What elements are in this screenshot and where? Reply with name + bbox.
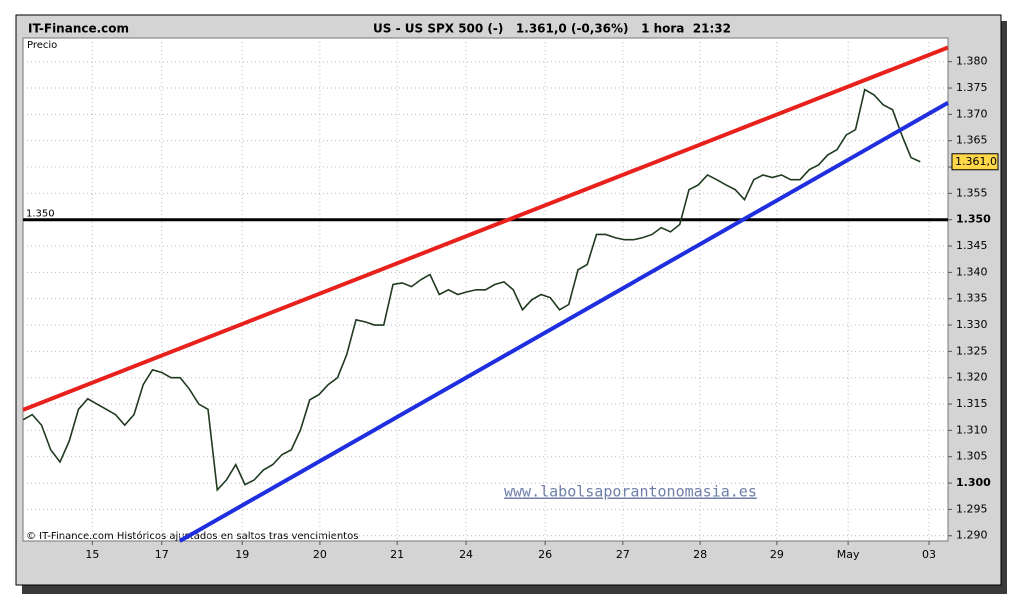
trendline — [22, 45, 949, 412]
y-tick-label: 1.370 — [956, 107, 988, 120]
y-tick-label: 1.375 — [956, 81, 988, 94]
x-tick-label: 19 — [235, 548, 249, 561]
watermark: www.labolsaporantonomasia.es — [504, 483, 757, 501]
y-tick-label: 1.310 — [956, 423, 988, 436]
y-tick-label: 1.340 — [956, 265, 988, 278]
x-tick-label: 17 — [155, 548, 169, 561]
y-tick-label: 1.305 — [956, 450, 988, 463]
x-tick-label: 24 — [459, 548, 473, 561]
y-tick-label: 1.345 — [956, 239, 988, 252]
price-line — [22, 88, 921, 492]
x-tick-label: 27 — [616, 548, 630, 561]
y-tick-label: 1.380 — [956, 55, 988, 68]
y-tick-label: 1.350 — [956, 213, 991, 226]
y-tick-label: 1.330 — [956, 318, 988, 331]
x-tick-label: 15 — [85, 548, 99, 561]
x-tick-label: 29 — [770, 548, 784, 561]
y-tick-label: 1.320 — [956, 371, 988, 384]
x-tick-label: 28 — [693, 548, 707, 561]
y-tick-label: 1.325 — [956, 344, 988, 357]
y-tick-label: 1.300 — [956, 476, 991, 489]
y-tick-label: 1.315 — [956, 397, 988, 410]
y-tick-label: 1.355 — [956, 186, 988, 199]
last-price-box — [951, 153, 999, 171]
y-label: Precio — [27, 40, 57, 51]
y-tick-label: 1.365 — [956, 134, 988, 147]
x-tick-label: May — [837, 548, 860, 561]
site-name: IT-Finance.com — [28, 22, 129, 36]
y-tick-label: 1.295 — [956, 502, 988, 515]
trendline — [178, 101, 949, 543]
reference-line-label: 1.350 — [26, 209, 55, 220]
y-tick-label: 1.290 — [956, 529, 988, 542]
x-tick-label: 03 — [922, 548, 936, 561]
chart-title: US - US SPX 500 (-) 1.361,0 (-0,36%) 1 h… — [373, 22, 731, 36]
last-price-label: 1.361,0 — [955, 155, 997, 168]
x-tick-label: 20 — [313, 548, 327, 561]
y-tick-label: 1.335 — [956, 292, 988, 305]
x-tick-label: 21 — [390, 548, 404, 561]
x-tick-label: 26 — [538, 548, 552, 561]
